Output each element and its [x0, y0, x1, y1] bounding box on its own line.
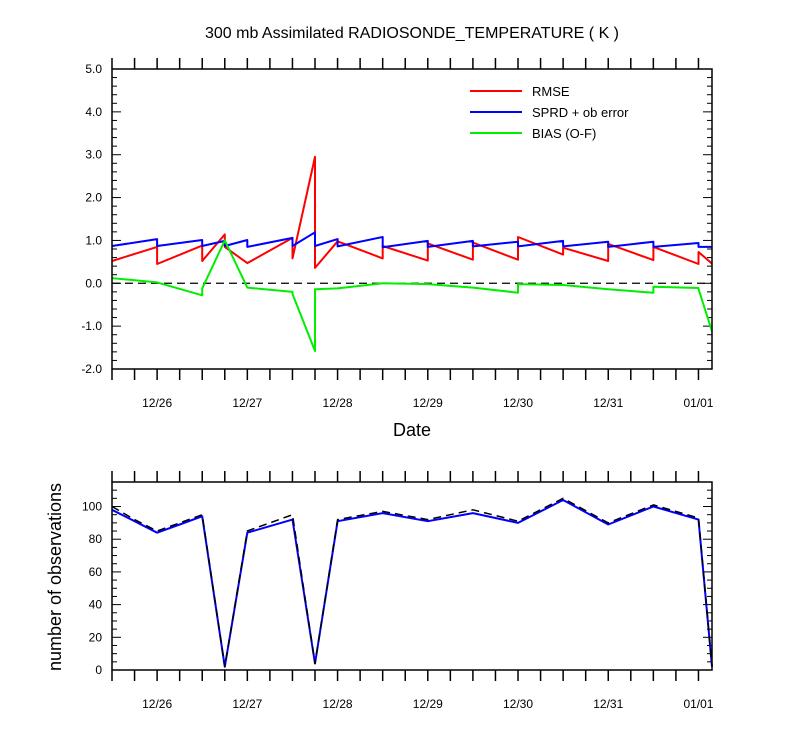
y-tick-label: 20	[89, 630, 103, 644]
x-tick-label: 12/26	[142, 396, 172, 410]
x-tick-label: 12/27	[232, 396, 262, 410]
series-line-bias-o-f	[111, 239, 713, 352]
y-tick-label: 4.0	[85, 105, 102, 119]
x-tick-label: 01/01	[683, 396, 713, 410]
x-tick-label: 12/27	[232, 697, 262, 711]
y-tick-label: 0.0	[85, 276, 102, 290]
series-line-observations-possible	[111, 497, 713, 668]
y-tick-label: 80	[89, 532, 103, 546]
x-axis-title: Date	[393, 420, 431, 440]
x-tick-label: 12/30	[503, 697, 533, 711]
x-tick-label: 01/01	[683, 697, 713, 711]
y-tick-label: 2.0	[85, 191, 102, 205]
y-axis-title-observations: number of observations	[45, 483, 65, 671]
chart-title: 300 mb Assimilated RADIOSONDE_TEMPERATUR…	[205, 25, 619, 42]
y-tick-label: 0	[95, 663, 102, 677]
y-tick-label: 60	[89, 565, 103, 579]
y-tick-label: 40	[89, 598, 103, 612]
x-tick-label: 12/30	[503, 396, 533, 410]
y-tick-label: 100	[82, 500, 102, 514]
y-tick-label: 3.0	[85, 148, 102, 162]
y-tick-label: -1.0	[81, 319, 102, 333]
y-tick-label: 1.0	[85, 233, 102, 247]
top-chart: -2.0 -1.0 0.0 1.0 2.0 3.0 4.0 5.0 12/26 12/27 12/…	[81, 58, 714, 410]
y-tick-label: -2.0	[81, 362, 102, 376]
top-plot-frame	[111, 68, 713, 370]
bottom-plot-frame	[111, 481, 713, 671]
x-tick-label: 12/28	[323, 697, 353, 711]
legend: RMSE SPRD + ob error BIAS (O-F)	[470, 84, 629, 141]
x-tick-label: 12/29	[413, 396, 443, 410]
x-tick-label: 12/29	[413, 697, 443, 711]
x-tick-label: 12/31	[593, 697, 623, 711]
legend-label: RMSE	[532, 84, 570, 99]
x-tick-label: 12/31	[593, 396, 623, 410]
x-tick-label: 12/28	[323, 396, 353, 410]
x-tick-label: 12/26	[142, 697, 172, 711]
legend-label: SPRD + ob error	[532, 105, 629, 120]
legend-label: BIAS (O-F)	[532, 126, 596, 141]
y-tick-label: 5.0	[85, 62, 102, 76]
bottom-chart: 0 20 40 60 80 100 12/26 12/27 12/28 12/29 12/30 12…	[82, 471, 714, 711]
